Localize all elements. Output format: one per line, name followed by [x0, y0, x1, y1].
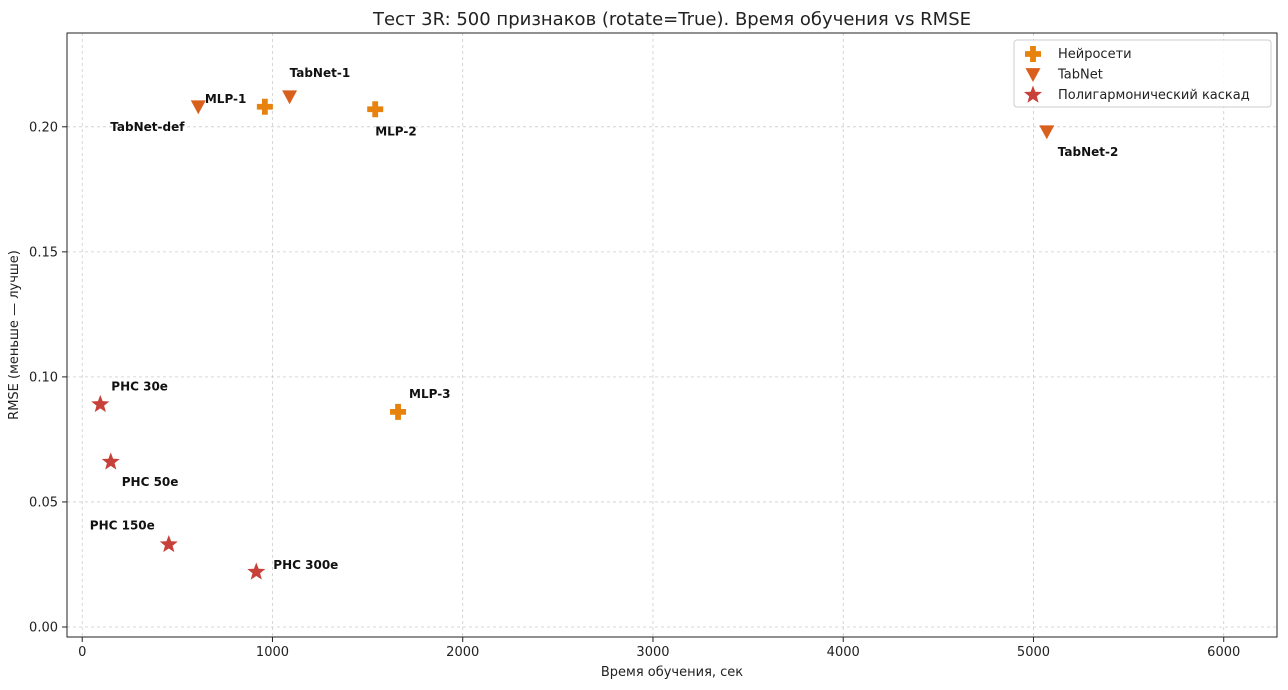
- y-tick-label: 0.10: [29, 370, 58, 385]
- data-point: [190, 100, 206, 115]
- data-label: MLP-1: [205, 92, 247, 106]
- legend-entry: Нейросети: [1058, 47, 1132, 62]
- data-label: TabNet-2: [1058, 145, 1119, 159]
- legend-marker: [1025, 68, 1041, 82]
- y-tick-label: 0.15: [29, 245, 58, 260]
- legend-marker: [1023, 85, 1043, 103]
- data-point: [390, 403, 407, 420]
- x-tick-label: 1000: [256, 645, 289, 660]
- x-tick-label: 3000: [636, 645, 669, 660]
- x-tick-label: 0: [78, 645, 86, 660]
- chart-title: Тест 3R: 500 признаков (rotate=True). Вр…: [372, 9, 971, 30]
- data-point: [159, 534, 178, 553]
- data-point: [367, 101, 384, 118]
- x-tick-label: 5000: [1017, 645, 1050, 660]
- data-point: [101, 452, 120, 470]
- x-tick-label: 2000: [446, 645, 479, 660]
- plot-frame: [66, 32, 1278, 638]
- x-tick-label: 6000: [1207, 645, 1240, 660]
- data-labels: MLP-1 MLP-2 MLP-3 TabNet-def TabNet-1 TabNet-…: [90, 66, 1119, 572]
- axis-ticks: 0 1000 2000 3000 4000 5000 6000 0.00 0.05 0.10 0.1…: [29, 120, 1240, 660]
- data-label: MLP-2: [375, 124, 417, 138]
- data-point: [282, 90, 298, 105]
- y-axis-label: RMSE (меньше — лучше): [7, 250, 22, 420]
- data-point: [1039, 125, 1055, 140]
- y-tick-label: 0.00: [29, 620, 58, 635]
- legend-entry: TabNet: [1057, 68, 1103, 83]
- data-label: PHC 300e: [273, 558, 338, 572]
- data-label: PHC 30e: [111, 379, 168, 393]
- data-label: MLP-3: [409, 387, 451, 401]
- data-point: [256, 98, 273, 115]
- x-tick-label: 4000: [827, 645, 860, 660]
- data-point: [247, 562, 266, 580]
- y-tick-label: 0.20: [29, 120, 58, 135]
- data-label: TabNet-def: [110, 120, 185, 134]
- y-tick-label: 0.05: [29, 495, 58, 510]
- x-axis-label: Время обучения, сек: [601, 665, 743, 680]
- data-point: [91, 394, 110, 413]
- legend-box: [1013, 39, 1272, 108]
- data-label: TabNet-1: [290, 66, 351, 80]
- grid-lines: [67, 33, 1277, 637]
- data-label: PHC 150e: [90, 518, 155, 532]
- data-label: PHC 50e: [122, 475, 179, 489]
- legend-entry: Полигармонический каскад: [1058, 88, 1250, 103]
- data-markers: [91, 90, 1055, 580]
- legend-marker: [1025, 46, 1041, 62]
- legend: Нейросети TabNet Полигармонический каскад: [1013, 39, 1272, 108]
